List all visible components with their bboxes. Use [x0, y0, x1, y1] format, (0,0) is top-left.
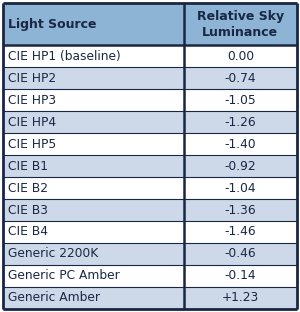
Text: -1.04: -1.04 — [225, 182, 256, 195]
Bar — [3, 155, 184, 177]
Text: CIE HP4: CIE HP4 — [8, 116, 56, 129]
Bar — [184, 133, 297, 155]
Text: CIE HP5: CIE HP5 — [8, 138, 56, 151]
Text: -1.40: -1.40 — [225, 138, 256, 151]
Text: Generic PC Amber: Generic PC Amber — [8, 270, 119, 282]
Text: CIE B1: CIE B1 — [8, 159, 47, 173]
Text: -1.36: -1.36 — [225, 203, 256, 217]
Bar — [3, 45, 184, 67]
Text: -0.92: -0.92 — [225, 159, 256, 173]
Text: CIE HP2: CIE HP2 — [8, 72, 56, 85]
Bar — [3, 3, 184, 45]
Text: CIE HP3: CIE HP3 — [8, 94, 56, 107]
Bar — [3, 67, 184, 89]
Bar — [184, 265, 297, 287]
Bar — [184, 67, 297, 89]
Bar — [184, 45, 297, 67]
Text: Relative Sky
Luminance: Relative Sky Luminance — [197, 10, 284, 39]
Text: 0.00: 0.00 — [227, 50, 254, 63]
Text: -1.05: -1.05 — [224, 94, 256, 107]
Text: -0.14: -0.14 — [225, 270, 256, 282]
Bar — [3, 111, 184, 133]
Text: CIE B3: CIE B3 — [8, 203, 47, 217]
Bar — [3, 265, 184, 287]
Text: -0.46: -0.46 — [225, 247, 256, 261]
Text: CIE B2: CIE B2 — [8, 182, 47, 195]
Text: Light Source: Light Source — [8, 18, 96, 31]
Bar — [184, 155, 297, 177]
Bar — [184, 221, 297, 243]
Text: Generic Amber: Generic Amber — [8, 291, 100, 305]
Bar — [184, 199, 297, 221]
Text: CIE HP1 (baseline): CIE HP1 (baseline) — [8, 50, 120, 63]
Bar — [184, 287, 297, 309]
Bar — [3, 287, 184, 309]
Bar — [3, 177, 184, 199]
Bar — [3, 221, 184, 243]
Bar — [3, 199, 184, 221]
Text: CIE B4: CIE B4 — [8, 226, 47, 238]
Bar — [3, 243, 184, 265]
Bar — [184, 177, 297, 199]
Text: -1.26: -1.26 — [225, 116, 256, 129]
Text: -1.46: -1.46 — [225, 226, 256, 238]
Bar — [184, 89, 297, 111]
Bar — [3, 89, 184, 111]
Text: Generic 2200K: Generic 2200K — [8, 247, 98, 261]
Text: +1.23: +1.23 — [222, 291, 259, 305]
Bar — [3, 133, 184, 155]
Bar — [184, 243, 297, 265]
Bar — [184, 111, 297, 133]
Text: -0.74: -0.74 — [225, 72, 256, 85]
Bar — [184, 3, 297, 45]
